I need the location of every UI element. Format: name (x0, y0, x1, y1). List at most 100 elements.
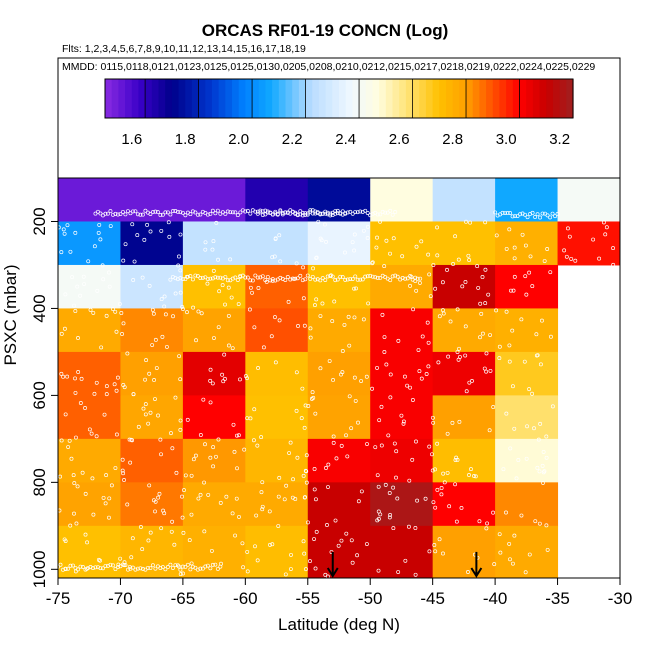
sample-point (530, 210, 535, 215)
sample-point (457, 419, 462, 424)
sample-point (562, 248, 567, 253)
sample-point (403, 276, 408, 281)
colorbar-segment (332, 79, 340, 118)
colorbar-segment (352, 79, 360, 118)
sample-point (208, 367, 213, 372)
sample-point (159, 526, 164, 531)
sample-point (142, 237, 147, 242)
sample-point (230, 511, 235, 516)
heatmap-cell (495, 264, 559, 309)
heatmap-cell (557, 221, 621, 266)
sample-point (270, 542, 275, 547)
sample-point (278, 209, 283, 214)
sample-point (71, 473, 76, 478)
sample-point (259, 435, 264, 440)
sample-point (198, 276, 203, 280)
sample-point (303, 277, 308, 282)
sample-point (152, 378, 156, 382)
sample-point (396, 338, 401, 343)
colorbar-tick-label: 2.0 (228, 131, 249, 148)
sample-point (294, 370, 299, 375)
sample-point (153, 566, 158, 571)
sample-point (46, 563, 50, 568)
sample-point (416, 348, 421, 352)
sample-point (463, 353, 468, 358)
sample-point (205, 281, 210, 286)
sample-point (520, 232, 525, 237)
sample-point (63, 292, 68, 297)
sample-point (437, 314, 442, 319)
heatmap-cell (245, 395, 309, 440)
sample-point (358, 209, 363, 214)
sample-point (295, 212, 300, 217)
sample-point (208, 211, 213, 216)
sample-point (135, 212, 140, 217)
sample-point (277, 233, 282, 238)
sample-point (441, 471, 446, 476)
sample-point (255, 211, 260, 216)
heatmap-cell (182, 438, 246, 483)
sample-point (73, 376, 77, 381)
heatmap-cell (182, 308, 246, 353)
sample-point (218, 275, 223, 280)
sample-point (435, 441, 440, 446)
sample-point (427, 272, 432, 277)
sample-point (237, 514, 241, 519)
sample-point (188, 567, 193, 572)
sample-point (135, 233, 140, 238)
sample-point (150, 210, 155, 215)
sample-point (220, 283, 225, 288)
sample-point (99, 345, 104, 350)
sample-point (537, 469, 542, 474)
colorbar-segment (318, 79, 327, 118)
sample-point (464, 219, 468, 224)
heatmap-cell (307, 395, 371, 440)
sample-point (522, 359, 527, 364)
sample-point (545, 213, 550, 218)
sample-point (463, 324, 468, 329)
sample-point (226, 285, 231, 290)
colorbar-segment (131, 79, 140, 118)
sample-point (375, 473, 380, 478)
sample-point (164, 344, 169, 349)
sample-point (215, 275, 220, 280)
heatmap-cell (120, 264, 184, 309)
sample-point (157, 491, 162, 496)
sample-point (208, 566, 213, 571)
sample-point (498, 550, 503, 555)
sample-point (354, 286, 358, 291)
sample-point (435, 253, 440, 258)
sample-point (358, 277, 363, 282)
heatmap-cell (245, 221, 309, 266)
sample-point (349, 426, 354, 431)
sample-point (313, 566, 318, 571)
sample-point (143, 208, 148, 213)
sample-point (253, 273, 258, 278)
sample-point (66, 445, 71, 449)
sample-point (158, 566, 163, 570)
sample-point (180, 515, 185, 520)
sample-point (120, 468, 125, 473)
sample-point (510, 384, 515, 389)
sample-point (430, 468, 435, 473)
sample-point (534, 332, 539, 337)
sample-point (216, 257, 220, 262)
sample-point (426, 340, 431, 345)
sample-point (80, 470, 85, 475)
y-tick-label: 200 (30, 207, 49, 235)
colorbar-segment (499, 79, 507, 118)
sample-point (380, 312, 385, 317)
sample-point (318, 314, 323, 318)
colorbar-segment (492, 79, 501, 118)
sample-point (91, 566, 95, 571)
sample-point (564, 254, 569, 259)
sample-point (203, 442, 207, 447)
sample-point (240, 541, 245, 546)
sample-point (185, 562, 190, 567)
sample-point (348, 277, 353, 281)
sample-point (154, 366, 159, 371)
x-tick-label: -40 (483, 589, 508, 608)
sample-point (410, 457, 415, 462)
sample-point (310, 390, 315, 395)
sample-point (158, 213, 163, 217)
